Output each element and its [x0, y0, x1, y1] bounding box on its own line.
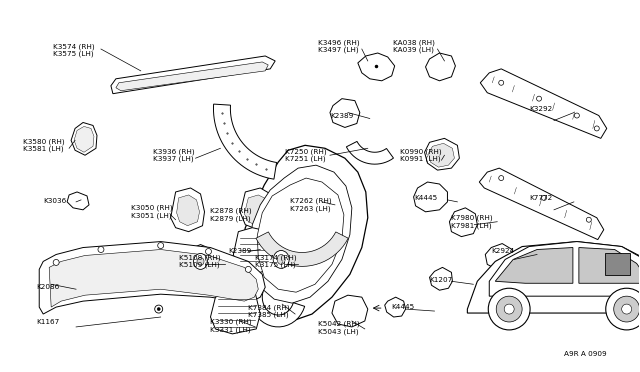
- Polygon shape: [479, 168, 604, 240]
- Text: K5108 (RH)
K5109 (LH): K5108 (RH) K5109 (LH): [179, 254, 220, 269]
- Polygon shape: [241, 145, 368, 321]
- Polygon shape: [67, 192, 89, 210]
- Polygon shape: [265, 241, 296, 275]
- Ellipse shape: [595, 126, 599, 131]
- Text: K7980 (RH)
K7981 (LH): K7980 (RH) K7981 (LH): [451, 215, 493, 229]
- Polygon shape: [413, 182, 447, 212]
- Ellipse shape: [574, 113, 579, 118]
- Ellipse shape: [621, 304, 632, 314]
- Text: K3292: K3292: [529, 106, 552, 112]
- Polygon shape: [346, 141, 394, 164]
- Ellipse shape: [157, 308, 160, 311]
- Polygon shape: [467, 241, 640, 313]
- Text: KA038 (RH)
KA039 (LH): KA038 (RH) KA039 (LH): [393, 39, 435, 53]
- Polygon shape: [74, 126, 94, 152]
- Ellipse shape: [193, 253, 207, 269]
- Polygon shape: [39, 241, 265, 314]
- Ellipse shape: [499, 80, 504, 85]
- Text: K7250 (RH)
K7251 (LH): K7250 (RH) K7251 (LH): [285, 148, 327, 162]
- Bar: [605, 253, 630, 275]
- Polygon shape: [250, 165, 352, 303]
- Polygon shape: [495, 247, 573, 283]
- Text: K3580 (RH)
K3581 (LH): K3580 (RH) K3581 (LH): [23, 138, 65, 153]
- Ellipse shape: [98, 247, 104, 253]
- Ellipse shape: [536, 96, 541, 101]
- Text: K3174 (RH)
K3175 (LH): K3174 (RH) K3175 (LH): [255, 254, 297, 269]
- Ellipse shape: [53, 259, 59, 265]
- Text: K3496 (RH)
K3497 (LH): K3496 (RH) K3497 (LH): [318, 39, 360, 53]
- Polygon shape: [256, 232, 348, 266]
- Text: A9R A 0909: A9R A 0909: [564, 351, 607, 357]
- Ellipse shape: [496, 296, 522, 322]
- Text: K3050 (RH)
K3051 (LH): K3050 (RH) K3051 (LH): [131, 205, 172, 219]
- Text: K3330 (RH)
K3331 (LH): K3330 (RH) K3331 (LH): [211, 319, 252, 333]
- Text: K2878 (RH)
K2879 (LH): K2878 (RH) K2879 (LH): [211, 208, 252, 222]
- Ellipse shape: [155, 305, 163, 313]
- Text: K2924: K2924: [492, 247, 515, 254]
- Ellipse shape: [488, 288, 530, 330]
- Polygon shape: [332, 295, 368, 327]
- Polygon shape: [449, 208, 477, 237]
- Ellipse shape: [541, 195, 547, 201]
- Polygon shape: [330, 99, 360, 128]
- Polygon shape: [385, 297, 406, 317]
- Text: K2389: K2389: [228, 247, 252, 254]
- Polygon shape: [429, 267, 452, 290]
- Text: K2086: K2086: [36, 284, 60, 290]
- Text: K0990 (RH)
K0991 (LH): K0990 (RH) K0991 (LH): [399, 148, 441, 162]
- Text: K1207: K1207: [429, 277, 452, 283]
- Polygon shape: [211, 291, 260, 334]
- Text: K3936 (RH)
K3937 (LH): K3936 (RH) K3937 (LH): [153, 148, 195, 162]
- Polygon shape: [489, 241, 640, 296]
- Polygon shape: [244, 195, 270, 226]
- Polygon shape: [241, 188, 275, 230]
- Ellipse shape: [605, 288, 640, 330]
- Polygon shape: [214, 104, 276, 179]
- Polygon shape: [579, 247, 640, 283]
- Text: K4445: K4445: [392, 304, 415, 310]
- Ellipse shape: [273, 250, 289, 268]
- Ellipse shape: [499, 176, 504, 180]
- Polygon shape: [485, 244, 513, 269]
- Polygon shape: [111, 56, 275, 94]
- Text: K7262 (RH)
K7263 (LH): K7262 (RH) K7263 (LH): [290, 198, 332, 212]
- Text: K7384 (RH)
K7385 (LH): K7384 (RH) K7385 (LH): [248, 304, 290, 318]
- Ellipse shape: [245, 266, 252, 272]
- Polygon shape: [234, 228, 274, 274]
- Ellipse shape: [157, 243, 164, 248]
- Ellipse shape: [586, 217, 591, 222]
- Text: K2389: K2389: [330, 113, 353, 119]
- Polygon shape: [257, 178, 344, 292]
- Polygon shape: [480, 69, 607, 138]
- Text: K5042 (RH)
K5043 (LH): K5042 (RH) K5043 (LH): [318, 321, 360, 335]
- Polygon shape: [426, 53, 456, 81]
- Polygon shape: [304, 188, 335, 218]
- Text: K1167: K1167: [36, 319, 60, 325]
- Polygon shape: [116, 62, 268, 91]
- Polygon shape: [358, 53, 395, 81]
- Polygon shape: [184, 244, 214, 276]
- Polygon shape: [429, 143, 454, 167]
- Polygon shape: [171, 188, 205, 232]
- Ellipse shape: [205, 248, 211, 254]
- Text: K3574 (RH)
K3575 (LH): K3574 (RH) K3575 (LH): [53, 43, 95, 57]
- Ellipse shape: [614, 296, 639, 322]
- Polygon shape: [250, 288, 305, 327]
- Polygon shape: [71, 122, 97, 155]
- Text: K3036: K3036: [44, 198, 67, 204]
- Polygon shape: [424, 138, 460, 170]
- Polygon shape: [177, 195, 200, 226]
- Ellipse shape: [504, 304, 514, 314]
- Ellipse shape: [277, 254, 285, 264]
- Text: K7772: K7772: [529, 195, 552, 201]
- Ellipse shape: [197, 257, 204, 265]
- Polygon shape: [49, 250, 259, 307]
- Text: K4445: K4445: [415, 195, 438, 201]
